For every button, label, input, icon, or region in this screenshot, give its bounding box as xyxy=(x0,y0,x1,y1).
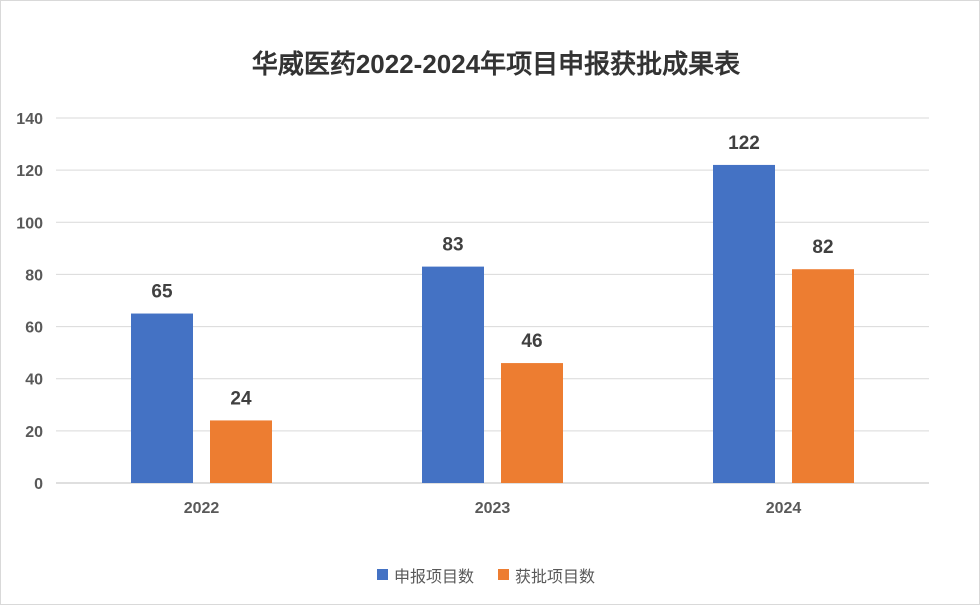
legend: 申报项目数 获批项目数 xyxy=(377,568,595,586)
y-tick-label: 60 xyxy=(25,320,43,337)
bar xyxy=(210,420,272,483)
data-label: 82 xyxy=(812,237,833,258)
y-tick-label: 100 xyxy=(16,215,43,232)
data-label: 46 xyxy=(521,331,542,352)
bar xyxy=(792,269,854,483)
bar xyxy=(501,363,563,483)
y-axis: 0 20 40 60 80 100 120 140 xyxy=(16,111,43,493)
legend-label: 申报项目数 xyxy=(394,568,474,586)
x-tick-label: 2023 xyxy=(475,500,511,517)
x-tick-label: 2022 xyxy=(184,500,220,517)
y-tick-label: 120 xyxy=(16,163,43,180)
x-tick-label: 2024 xyxy=(766,500,802,517)
data-label: 83 xyxy=(442,235,463,256)
data-label: 24 xyxy=(230,388,252,409)
y-tick-label: 140 xyxy=(16,111,43,128)
chart-title: 华威医药2022-2024年项目申报获批成果表 xyxy=(252,49,741,79)
y-tick-label: 80 xyxy=(25,267,43,284)
gridlines xyxy=(56,117,929,484)
data-label: 122 xyxy=(728,133,760,154)
legend-label: 获批项目数 xyxy=(515,568,595,586)
y-tick-label: 20 xyxy=(25,424,43,441)
legend-swatch xyxy=(377,569,388,580)
bar xyxy=(131,313,193,483)
data-label: 65 xyxy=(151,282,173,303)
bar xyxy=(713,164,775,483)
bar xyxy=(422,266,484,483)
bars: 65 24 83 46 122 82 xyxy=(131,133,854,483)
y-tick-label: 40 xyxy=(25,372,43,389)
y-tick-label: 0 xyxy=(34,476,43,493)
x-axis: 2022 2023 2024 xyxy=(184,500,802,517)
legend-swatch xyxy=(498,569,509,580)
